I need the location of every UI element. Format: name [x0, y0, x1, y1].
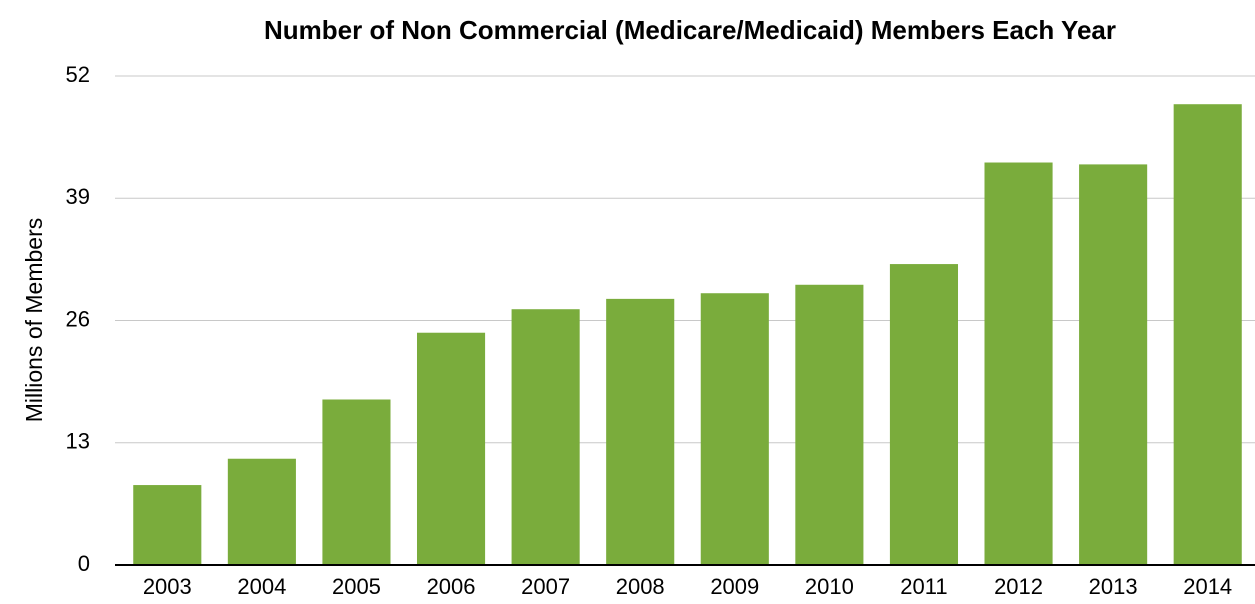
- bar: [133, 485, 202, 565]
- y-tick-label: 0: [78, 551, 90, 576]
- y-tick-label: 52: [66, 62, 90, 87]
- y-tick-label: 13: [66, 429, 90, 454]
- x-tick-label: 2004: [237, 574, 286, 599]
- bar: [984, 162, 1053, 565]
- y-tick-label: 26: [66, 306, 90, 331]
- x-tick-label: 2014: [1183, 574, 1232, 599]
- bar: [1079, 164, 1148, 565]
- x-tick-label: 2005: [332, 574, 381, 599]
- bar: [322, 399, 391, 565]
- chart-title: Number of Non Commercial (Medicare/Medic…: [264, 15, 1116, 45]
- x-tick-label: 2010: [805, 574, 854, 599]
- x-tick-label: 2003: [143, 574, 192, 599]
- bar: [889, 264, 959, 565]
- bar: [606, 298, 675, 565]
- y-tick-label: 39: [66, 184, 90, 209]
- x-tick-label: 2009: [710, 574, 759, 599]
- bar: [511, 309, 580, 565]
- bar: [227, 458, 296, 565]
- bar: [416, 332, 486, 565]
- bar: [1173, 104, 1242, 565]
- y-axis-label: Millions of Members: [21, 218, 47, 423]
- x-tick-label: 2013: [1089, 574, 1138, 599]
- x-tick-label: 2007: [521, 574, 570, 599]
- x-tick-label: 2011: [900, 574, 947, 599]
- bar: [795, 284, 864, 565]
- x-tick-label: 2006: [427, 574, 476, 599]
- x-tick-label: 2012: [994, 574, 1043, 599]
- x-tick-label: 2008: [616, 574, 665, 599]
- bar: [700, 293, 769, 565]
